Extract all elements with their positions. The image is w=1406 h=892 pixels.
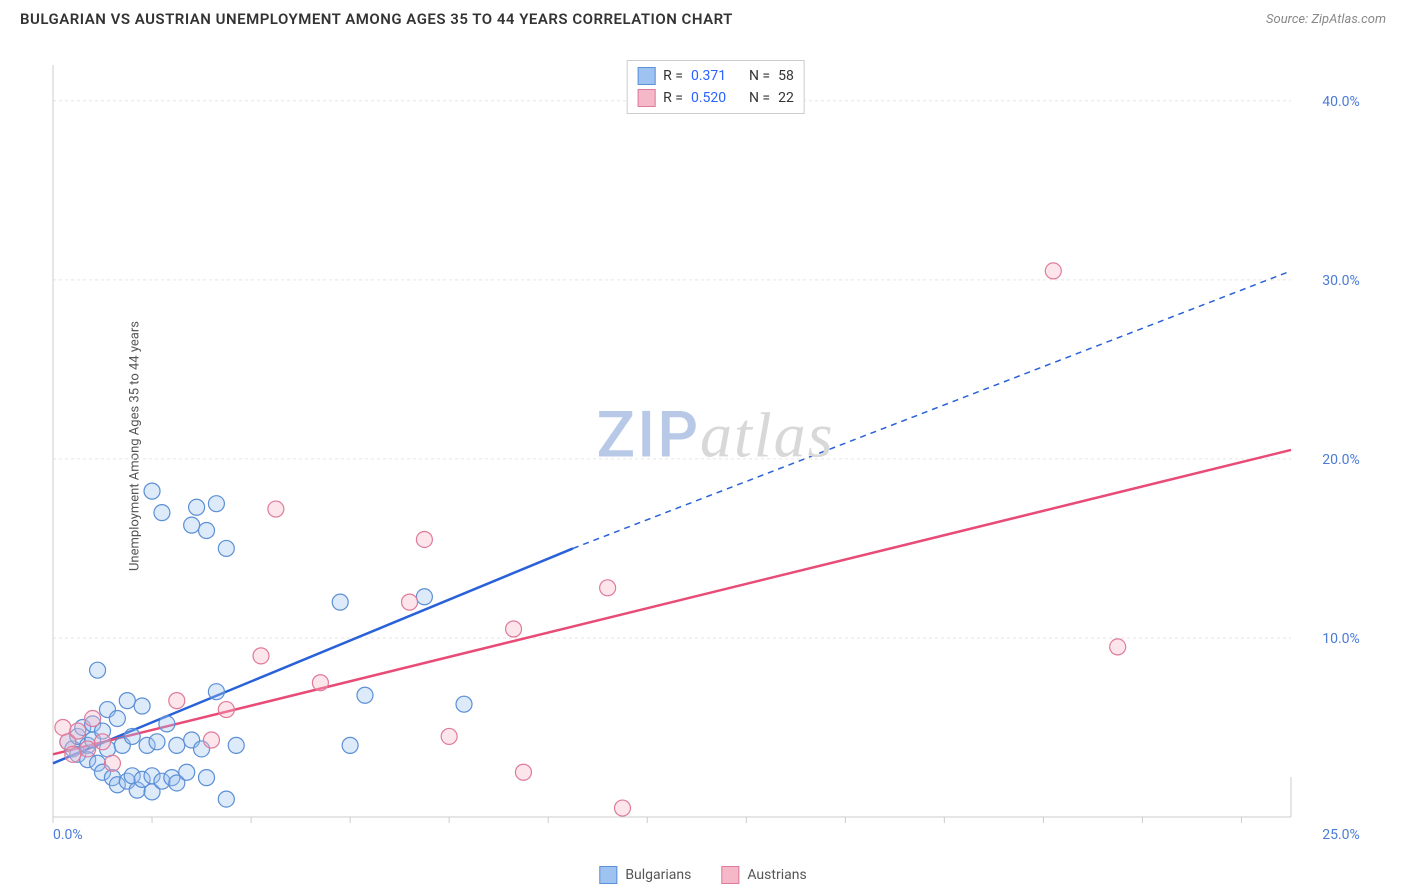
legend-series: Bulgarians Austrians	[599, 866, 806, 884]
legend-series-item: Austrians	[721, 866, 806, 884]
svg-text:25.0%: 25.0%	[1322, 827, 1360, 843]
chart-title: BULGARIAN VS AUSTRIAN UNEMPLOYMENT AMONG…	[20, 10, 733, 28]
legend-swatch	[637, 67, 655, 85]
chart-area: 10.0%20.0%30.0%40.0%0.0%25.0% ZIPatlas R…	[45, 50, 1386, 852]
legend-r-label: R =	[663, 90, 683, 106]
legend-stat-row: R = 0.371 N = 58	[637, 65, 794, 87]
svg-text:30.0%: 30.0%	[1322, 273, 1360, 289]
legend-series-label: Austrians	[747, 867, 806, 883]
legend-series-item: Bulgarians	[599, 866, 691, 884]
legend-swatch	[599, 866, 617, 884]
legend-swatch	[637, 89, 655, 107]
legend-swatch	[721, 866, 739, 884]
legend-n-value: 58	[778, 68, 794, 84]
legend-n-label: N =	[749, 90, 770, 106]
legend-stats: R = 0.371 N = 58 R = 0.520 N = 22	[626, 60, 805, 114]
svg-text:20.0%: 20.0%	[1322, 452, 1360, 468]
legend-r-label: R =	[663, 68, 683, 84]
svg-text:40.0%: 40.0%	[1322, 94, 1360, 110]
chart-header: BULGARIAN VS AUSTRIAN UNEMPLOYMENT AMONG…	[0, 0, 1406, 33]
legend-series-label: Bulgarians	[625, 867, 691, 883]
svg-text:0.0%: 0.0%	[53, 827, 83, 843]
legend-r-value: 0.520	[691, 90, 741, 106]
legend-r-value: 0.371	[691, 68, 741, 84]
legend-n-value: 22	[778, 90, 794, 106]
legend-n-label: N =	[749, 68, 770, 84]
legend-stat-row: R = 0.520 N = 22	[637, 87, 794, 109]
chart-source: Source: ZipAtlas.com	[1266, 12, 1386, 27]
scatter-plot: 10.0% 20.0% 30.0% 40.0% 0.0% 25.0%	[45, 50, 1386, 852]
svg-text:10.0%: 10.0%	[1322, 631, 1360, 647]
